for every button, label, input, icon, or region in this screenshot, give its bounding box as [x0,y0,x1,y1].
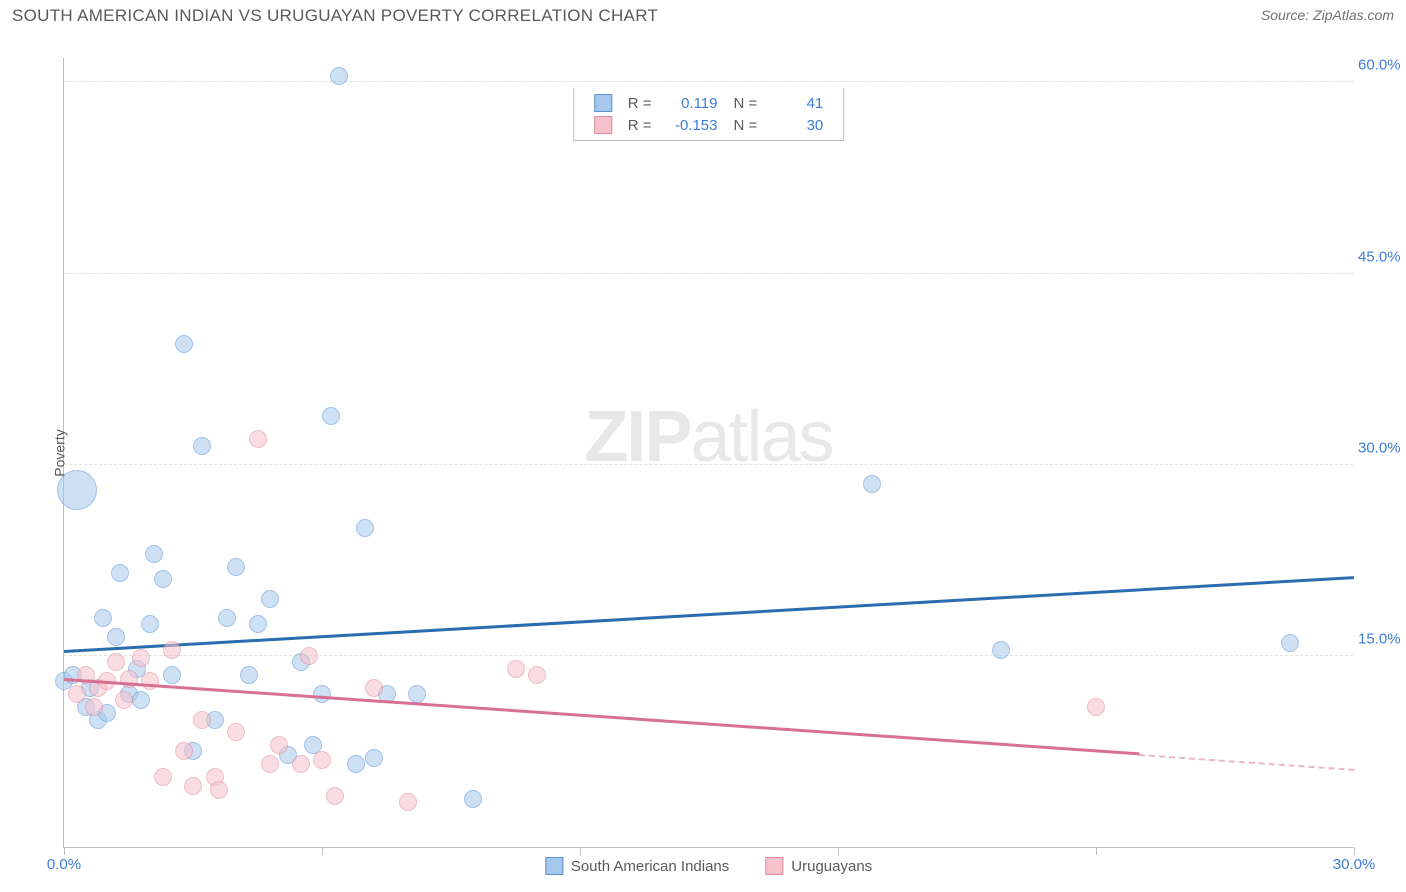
y-tick-label: 60.0% [1358,57,1406,74]
data-point [292,755,310,773]
x-tick [838,847,839,855]
data-point [313,685,331,703]
r-value-0: 0.119 [668,95,718,112]
n-label-0: N = [726,92,766,114]
data-point [57,470,97,510]
series-name-1: Uruguayans [791,858,872,875]
gridline [64,655,1353,656]
data-point [107,653,125,671]
data-point [193,711,211,729]
legend-item-0: South American Indians [545,857,729,875]
series-name-0: South American Indians [571,858,729,875]
data-point [227,723,245,741]
x-tick [1354,847,1355,855]
source-attribution: Source: ZipAtlas.com [1261,7,1394,25]
data-point [992,641,1010,659]
y-tick-label: 30.0% [1358,439,1406,456]
data-point [132,691,150,709]
watermark: ZIPatlas [584,396,832,478]
n-value-0: 41 [773,95,823,112]
data-point [347,755,365,773]
swatch-series-0 [594,94,612,112]
legend-item-1: Uruguayans [765,857,872,875]
data-point [399,793,417,811]
data-point [270,736,288,754]
x-tick-label: 30.0% [1333,856,1376,873]
x-tick-label: 0.0% [47,856,81,873]
data-point [300,647,318,665]
data-point [863,475,881,493]
data-point [163,641,181,659]
data-point [184,777,202,795]
data-point [365,679,383,697]
data-point [261,755,279,773]
data-point [322,407,340,425]
data-point [249,615,267,633]
data-point [175,335,193,353]
data-point [210,781,228,799]
data-point [330,67,348,85]
plot-region: Poverty ZIPatlas R = 0.119 N = 41 R = -0… [63,58,1353,848]
data-point [145,545,163,563]
data-point [1087,698,1105,716]
source-name: ZipAtlas.com [1313,7,1394,23]
chart-area: Poverty ZIPatlas R = 0.119 N = 41 R = -0… [13,28,1393,858]
data-point [193,437,211,455]
correlation-legend: R = 0.119 N = 41 R = -0.153 N = 30 [573,88,845,141]
data-point [111,564,129,582]
data-point [68,685,86,703]
x-tick [322,847,323,855]
y-tick-label: 15.0% [1358,630,1406,647]
data-point [528,666,546,684]
data-point [313,751,331,769]
y-axis-label: Poverty [52,429,68,476]
r-label-1: R = [620,114,660,136]
data-point [115,691,133,709]
x-tick [64,847,65,855]
data-point [163,666,181,684]
x-tick [1096,847,1097,855]
data-point [85,698,103,716]
bottom-swatch-0 [545,857,563,875]
data-point [326,787,344,805]
data-point [365,749,383,767]
trend-line-dashed [1139,754,1354,771]
series-legend: South American Indians Uruguayans [545,857,872,875]
data-point [1281,634,1299,652]
n-label-1: N = [726,114,766,136]
data-point [261,590,279,608]
gridline [64,273,1353,274]
data-point [356,519,374,537]
data-point [154,570,172,588]
y-tick-label: 45.0% [1358,248,1406,265]
legend-row-series-0: R = 0.119 N = 41 [586,92,832,114]
data-point [240,666,258,684]
r-value-1: -0.153 [668,117,718,134]
legend-row-series-1: R = -0.153 N = 30 [586,114,832,136]
trend-line [64,678,1139,755]
source-prefix: Source: [1261,7,1313,23]
data-point [94,609,112,627]
data-point [132,649,150,667]
data-point [175,742,193,760]
chart-title: SOUTH AMERICAN INDIAN VS URUGUAYAN POVER… [12,6,658,26]
data-point [218,609,236,627]
swatch-series-1 [594,116,612,134]
data-point [141,672,159,690]
r-label-0: R = [620,92,660,114]
data-point [227,558,245,576]
gridline [64,81,1353,82]
gridline [64,464,1353,465]
data-point [464,790,482,808]
data-point [249,430,267,448]
data-point [408,685,426,703]
bottom-swatch-1 [765,857,783,875]
data-point [154,768,172,786]
n-value-1: 30 [773,117,823,134]
data-point [507,660,525,678]
x-tick [580,847,581,855]
data-point [141,615,159,633]
data-point [107,628,125,646]
